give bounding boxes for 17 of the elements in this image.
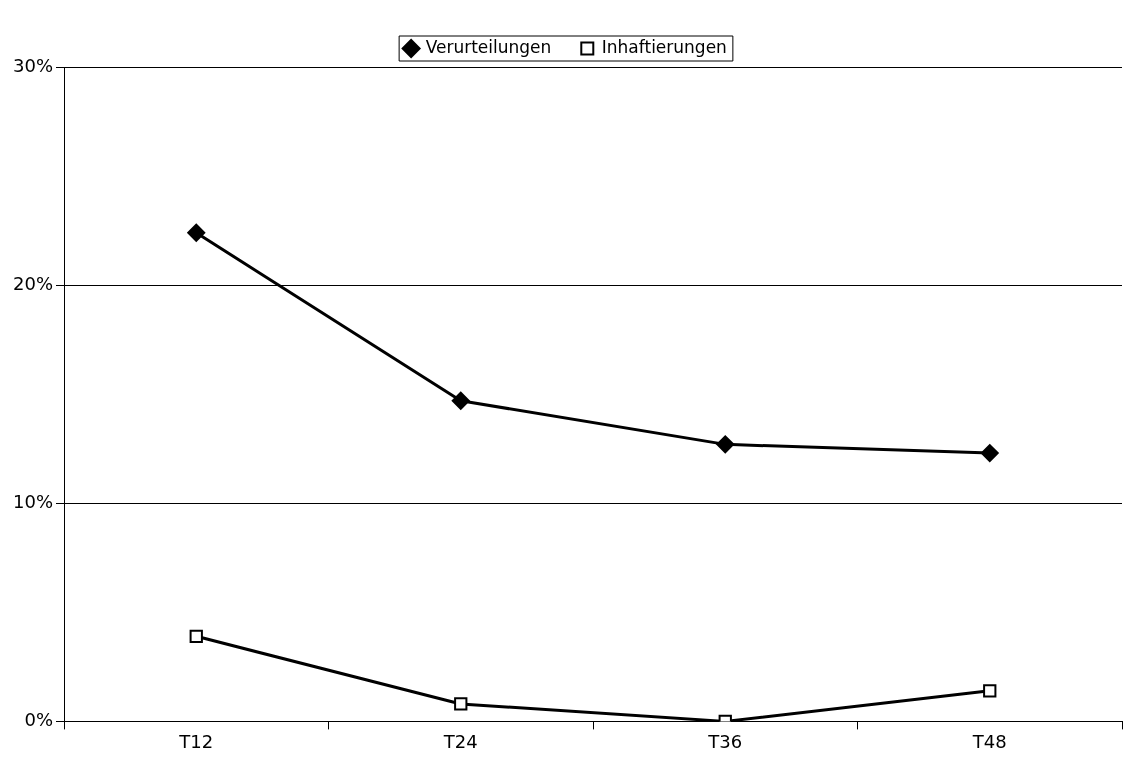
x-tick-label: T24 [442,730,478,752]
x-tick-label: T48 [971,730,1007,752]
point [187,223,206,242]
y-tick-label: 30% [12,54,54,76]
y-tick-label: 20% [12,272,54,294]
legend-label: Inhaftierungen [601,36,727,57]
y-tick-label: 10% [12,490,54,512]
point [980,444,999,463]
point [983,684,997,698]
y-tick-label: 0% [24,709,54,731]
x-tick-label: T12 [178,730,214,752]
point [451,391,470,410]
point [189,629,203,643]
legend-label: Verurteilungen [425,36,552,57]
point [716,435,735,454]
x-tick-label: T36 [707,730,743,752]
point [454,697,468,711]
